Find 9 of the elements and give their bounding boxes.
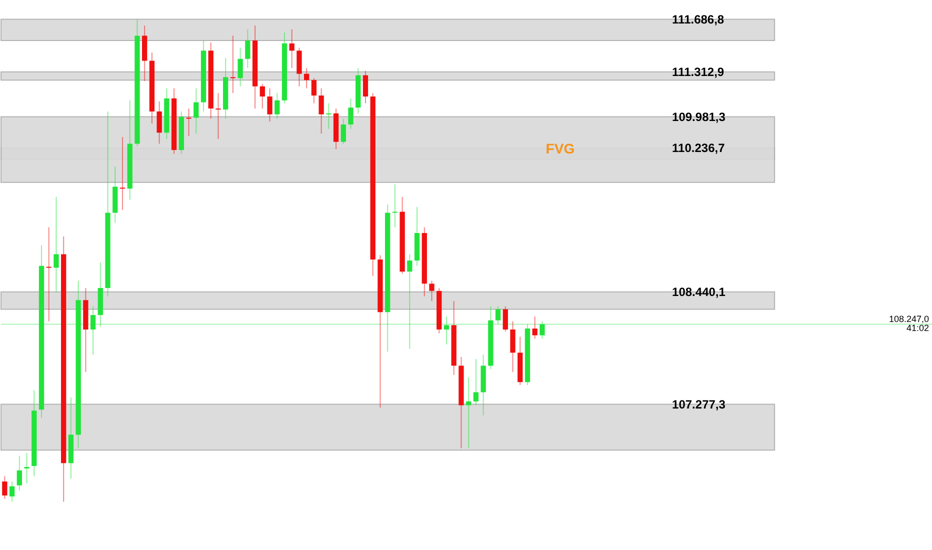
text: 41:02 bbox=[906, 323, 929, 334]
band-label: 110.236,7 bbox=[672, 141, 726, 156]
band-label: 107.277,3 bbox=[672, 397, 726, 412]
band-label: 111.686,8 bbox=[672, 12, 724, 26]
band-label: 109.981,3 bbox=[672, 110, 726, 124]
band-label: 111.312,9 bbox=[672, 64, 724, 79]
text: 108.247,0 bbox=[888, 314, 929, 324]
band-label: 108.440,1 bbox=[672, 284, 726, 299]
annotation: FVG bbox=[546, 140, 575, 157]
